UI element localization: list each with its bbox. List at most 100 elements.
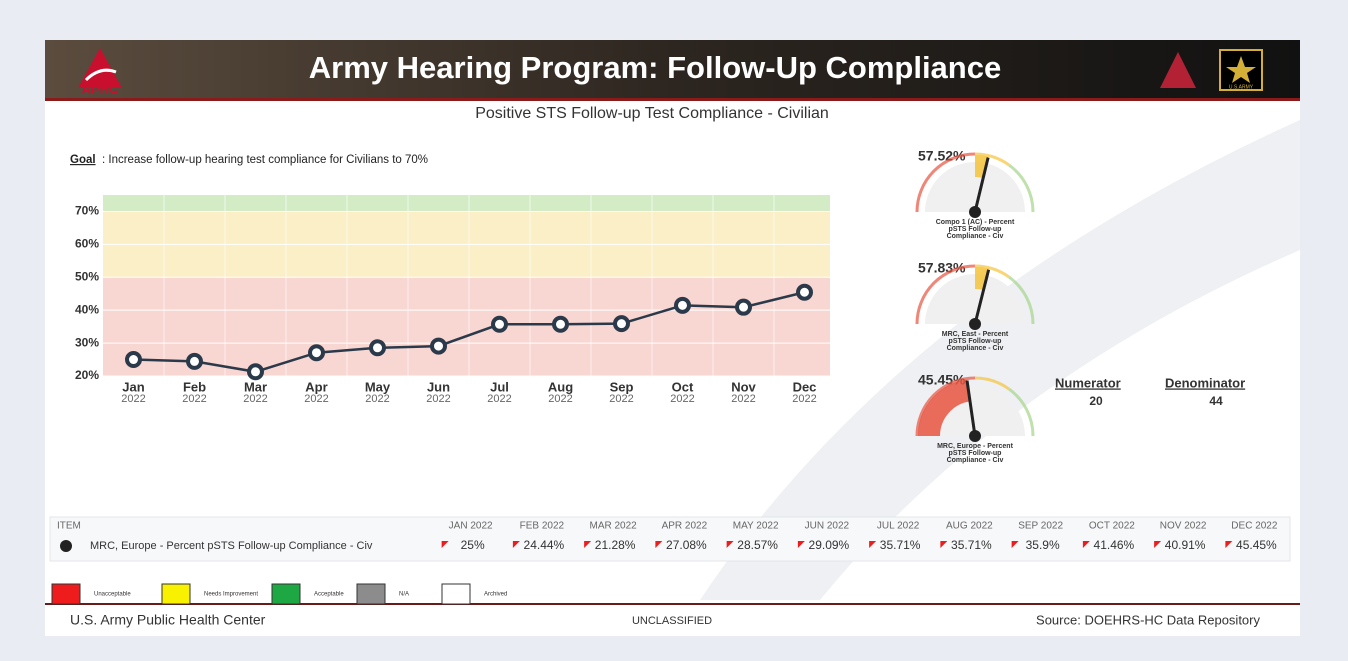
table-col-header: OCT 2022	[1089, 521, 1135, 532]
status-flag	[1082, 541, 1090, 548]
gauge-band	[974, 376, 1010, 391]
gauge-caption: Compliance - Civ	[947, 233, 1004, 240]
table-col-header: NOV 2022	[1160, 521, 1207, 532]
x-tick-label: Sep	[610, 379, 634, 394]
table-frame	[49, 516, 1291, 562]
x-tick-label: Apr	[305, 379, 327, 394]
chart-title: Positive STS Follow-up Test Compliance -…	[475, 105, 829, 122]
table-cell: 25%	[461, 538, 485, 552]
x-tick-year: 2022	[548, 393, 572, 405]
point	[308, 344, 325, 362]
gauge-label: 57.83%	[918, 260, 966, 276]
x-tick-year: 2022	[182, 393, 206, 405]
y-tick-label: 30%	[75, 335, 99, 349]
point	[247, 363, 264, 381]
point	[552, 315, 569, 333]
x-tick-year: 2022	[426, 393, 450, 405]
status-flag	[869, 541, 877, 548]
x-tick-label: Oct	[672, 379, 694, 394]
x-tick-year: 2022	[121, 393, 145, 405]
goal-text: : Increase follow-up hearing test compli…	[102, 154, 428, 166]
table-cell: 35.9%	[1026, 538, 1060, 552]
table-cell: 24.44%	[524, 538, 565, 552]
row-name: MRC, Europe - Percent pSTS Follow-up Com…	[90, 540, 373, 552]
x-tick-year: 2022	[304, 393, 328, 405]
x-tick-year: 2022	[365, 393, 389, 405]
legend-swatch	[441, 583, 471, 605]
table-cell: 28.57%	[737, 538, 778, 552]
table-item-header: ITEM	[57, 521, 81, 532]
y-tick-label: 40%	[75, 302, 99, 316]
gauge-caption: MRC, Europe - Percent	[937, 443, 1014, 450]
table-col-header: JAN 2022	[449, 521, 493, 532]
gauge-face	[925, 162, 1025, 212]
gauge-band	[915, 152, 976, 213]
gauge-hub	[969, 430, 981, 442]
table-cell: 29.09%	[809, 538, 850, 552]
denominator-label: Denominator	[1165, 375, 1245, 390]
status-flag	[1154, 541, 1162, 548]
table-cell: 41.46%	[1094, 538, 1135, 552]
status-flag	[940, 541, 948, 548]
gauge-caption: Compliance - Civ	[947, 345, 1004, 352]
table-cell: 45.45%	[1236, 538, 1277, 552]
table-col-header: DEC 2022	[1231, 521, 1278, 532]
table-col-header: APR 2022	[662, 521, 708, 532]
legend-swatch	[271, 583, 301, 605]
x-tick-label: May	[365, 379, 391, 394]
header-band	[45, 40, 1300, 98]
gauge-caption: pSTS Follow-up	[949, 226, 1002, 233]
table-col-header: SEP 2022	[1018, 521, 1063, 532]
point	[796, 283, 813, 301]
legend-label: Needs Improvement	[204, 592, 258, 598]
legend-label: Unacceptable	[94, 592, 131, 598]
footer-right: Source: DOEHRS-HC Data Repository	[1036, 612, 1260, 627]
point	[674, 296, 691, 314]
line	[133, 291, 805, 374]
point	[369, 339, 386, 357]
gauge-needle	[973, 269, 991, 325]
header-title: Army Hearing Program: Follow-Up Complian…	[309, 50, 1001, 85]
header-rule	[45, 98, 1300, 101]
table-cell: 21.28%	[595, 538, 636, 552]
x-tick-year: 2022	[487, 393, 511, 405]
y-tick-label: 70%	[75, 204, 99, 218]
gauge-caption: Compliance - Civ	[947, 457, 1004, 464]
legend-label: Archived	[484, 592, 507, 598]
footer-center: UNCLASSIFIED	[632, 615, 712, 627]
gauge-caption: pSTS Follow-up	[949, 450, 1002, 457]
gauge-fill	[974, 155, 989, 179]
table-col-header: JUL 2022	[877, 521, 920, 532]
status-flag	[1225, 541, 1233, 548]
table-col-header: JUN 2022	[805, 521, 850, 532]
status-flag	[726, 541, 734, 548]
flag-icon	[1160, 52, 1196, 88]
gauge-caption: MRC, East - Percent	[942, 331, 1009, 338]
gauge-needle	[973, 157, 990, 213]
zone-band	[103, 277, 830, 376]
footer-left: U.S. Army Public Health Center	[70, 612, 266, 628]
x-tick-label: Nov	[731, 379, 756, 394]
gauge-caption: Compo 1 (AC) - Percent	[936, 219, 1015, 226]
gauge-band	[915, 264, 976, 325]
gauge-caption: pSTS Follow-up	[949, 338, 1002, 345]
point	[430, 337, 447, 355]
legend-swatch	[161, 583, 191, 605]
table-cell: 27.08%	[666, 538, 707, 552]
x-tick-label: Jul	[490, 379, 509, 394]
table-cell: 35.71%	[880, 538, 921, 552]
goal-label: Goal	[70, 154, 96, 166]
x-tick-label: Mar	[244, 379, 267, 394]
point	[125, 351, 142, 369]
legend-label: N/A	[399, 592, 409, 598]
x-tick-label: Dec	[793, 379, 817, 394]
status-flag	[584, 541, 592, 548]
logo-swoosh	[84, 68, 117, 82]
legend-swatch	[51, 583, 81, 605]
y-tick-label: 60%	[75, 237, 99, 251]
gauge-fill	[918, 379, 971, 437]
x-tick-label: Aug	[548, 379, 573, 394]
x-tick-label: Jun	[427, 379, 450, 394]
point	[491, 315, 508, 333]
